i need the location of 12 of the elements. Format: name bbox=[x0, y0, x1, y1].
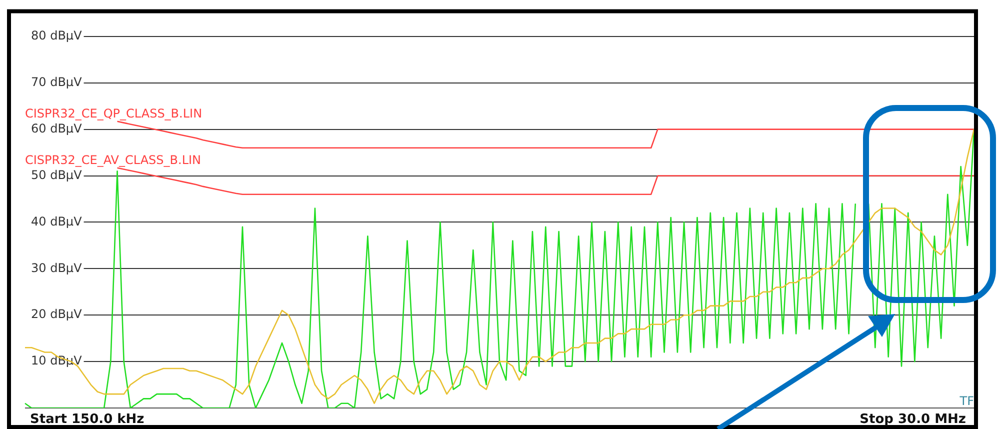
text: Stop 30.0 MHz bbox=[860, 412, 966, 427]
y-tick-label: 40 dBµV bbox=[31, 214, 83, 228]
y-tick-label: 30 dBµV bbox=[31, 260, 83, 275]
y-tick-label: 60 dBµV bbox=[31, 121, 83, 136]
series-label: CISPR32_CE_QP_CLASS_B.LIN bbox=[25, 106, 202, 120]
y-tick-label: 20 dBµV bbox=[31, 307, 83, 322]
annotation: TF bbox=[958, 394, 974, 408]
y-tick-label: 80 dBµV bbox=[31, 28, 83, 43]
y-tick-label: 70 dBµV bbox=[31, 74, 83, 89]
text: Start 150.0 kHz bbox=[30, 412, 144, 427]
y-tick-label: 50 dBµV bbox=[31, 168, 83, 182]
series-label: CISPR32_CE_AV_CLASS_B.LIN bbox=[25, 152, 202, 167]
